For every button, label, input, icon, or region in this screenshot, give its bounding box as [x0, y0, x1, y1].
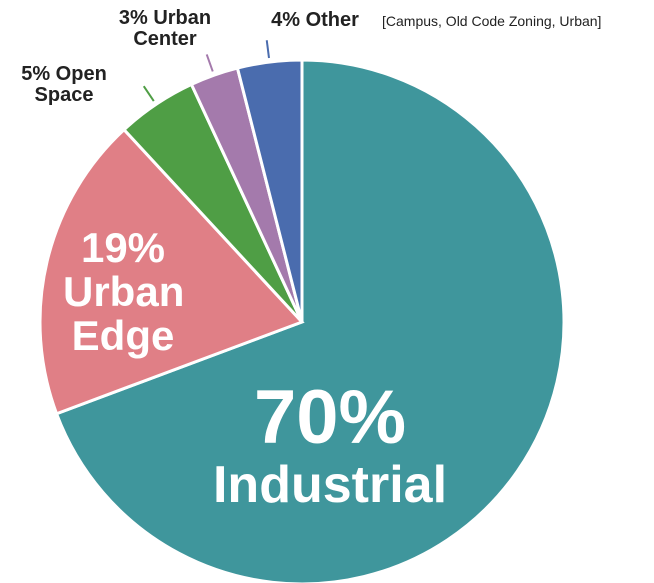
value-label: 19%	[80, 224, 166, 271]
leader-line	[265, 40, 270, 59]
category-label: Open Space	[34, 63, 107, 106]
slice-label: 4% Other	[250, 10, 380, 31]
slice-label: 19% Urban Edge	[48, 224, 198, 360]
value-label: 3%	[118, 7, 148, 29]
pie-slice	[235, 58, 304, 323]
value-label: 70%	[253, 375, 407, 460]
leader-line	[205, 54, 214, 72]
slice-label: 70% Industrial	[170, 378, 490, 512]
pie-slice	[54, 58, 566, 583]
category-label: Urban Edge	[63, 268, 185, 360]
slice-label: 3% Urban Center	[100, 8, 230, 50]
category-label: Other	[305, 9, 359, 31]
value-label: 4%	[271, 9, 300, 31]
annotation: [Campus, Old Code Zoning, Urban]	[382, 13, 602, 29]
slice-label: 5% Open Space	[4, 64, 124, 106]
pie-slice	[38, 127, 305, 416]
category-label: Urban Center	[133, 7, 212, 50]
leader-line	[142, 85, 155, 102]
category-label: Industrial	[212, 455, 448, 514]
value-label: 5%	[21, 63, 51, 85]
